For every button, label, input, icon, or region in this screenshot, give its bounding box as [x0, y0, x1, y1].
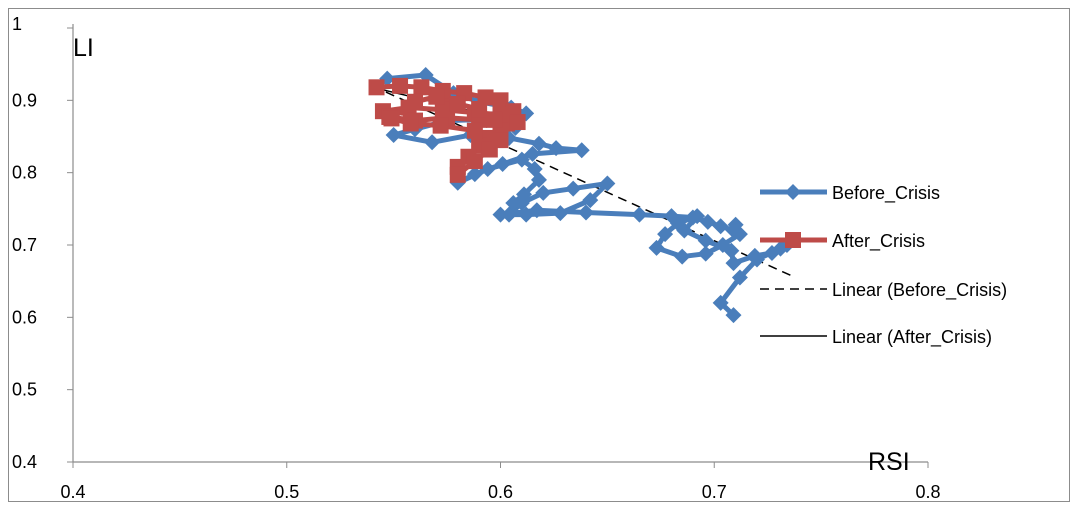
- data-point-before-crisis: [417, 67, 434, 84]
- data-point-before-crisis: [697, 232, 714, 249]
- data-point-before-crisis: [548, 140, 565, 157]
- axes: 0.4 0.5 0.6 0.7 0.8 0.4 0.5 0.6 0.7 0.8 0.9 1: [12, 14, 941, 502]
- data-point-after-crisis: [449, 95, 466, 112]
- chart-frame: [8, 8, 1070, 502]
- data-point-before-crisis: [689, 208, 706, 225]
- legend-item-after-crisis: After_Crisis: [760, 231, 925, 252]
- data-point-after-crisis: [368, 79, 385, 96]
- y-tick-label: 0.8: [12, 163, 37, 183]
- data-point-before-crisis: [631, 206, 648, 223]
- data-point-after-crisis: [471, 101, 488, 118]
- y-tick-label: 0.7: [12, 235, 37, 255]
- data-point-after-crisis: [449, 166, 466, 183]
- legend-label-linear-after-crisis: Linear (After_Crisis): [832, 327, 992, 348]
- data-point-before-crisis: [712, 218, 729, 235]
- data-point-before-crisis: [530, 171, 547, 188]
- data-point-after-crisis: [402, 115, 419, 132]
- series-after-crisis: [368, 77, 526, 183]
- data-point-after-crisis: [428, 88, 445, 105]
- x-tick-label: 0.7: [702, 482, 727, 502]
- data-point-before-crisis: [731, 269, 748, 286]
- data-point-before-crisis: [578, 204, 594, 221]
- data-point-after-crisis: [486, 111, 503, 128]
- x-axis-title: RSI: [868, 448, 910, 476]
- y-tick-label: 0.6: [12, 307, 37, 327]
- data-point-before-crisis: [657, 226, 674, 243]
- data-point-before-crisis: [501, 206, 518, 223]
- data-point-after-crisis: [407, 93, 423, 110]
- data-point-before-crisis: [731, 226, 748, 243]
- data-point-after-crisis: [413, 79, 430, 96]
- data-point-before-crisis: [582, 192, 599, 209]
- data-point-before-crisis: [648, 239, 665, 256]
- x-tick-label: 0.5: [274, 482, 299, 502]
- data-point-before-crisis: [528, 202, 545, 219]
- data-point-before-crisis: [479, 161, 496, 178]
- y-tick-label: 1: [12, 14, 22, 34]
- data-point-after-crisis: [492, 132, 509, 149]
- y-axis-title: LI: [73, 34, 94, 62]
- data-point-before-crisis: [697, 245, 714, 262]
- data-point-after-crisis: [392, 77, 409, 94]
- legend-label-linear-before-crisis: Linear (Before_Crisis): [832, 280, 1007, 301]
- data-point-after-crisis: [432, 117, 449, 134]
- data-point-before-crisis: [772, 240, 789, 257]
- series-layer: [368, 67, 795, 324]
- data-point-after-crisis: [466, 122, 483, 139]
- data-point-before-crisis: [530, 135, 547, 152]
- data-point-before-crisis: [424, 134, 441, 151]
- legend: Before_Crisis After_Crisis Linear (Before_…: [760, 183, 1007, 348]
- data-point-before-crisis: [552, 205, 569, 222]
- legend-marker-after-crisis: [785, 232, 801, 248]
- data-point-before-crisis: [492, 206, 509, 223]
- data-point-before-crisis: [535, 184, 552, 201]
- legend-item-linear-before-crisis: Linear (Before_Crisis): [760, 280, 1007, 301]
- data-point-before-crisis: [385, 127, 402, 144]
- x-tick-label: 0.4: [60, 482, 85, 502]
- data-point-before-crisis: [565, 180, 582, 197]
- x-tick-label: 0.8: [915, 482, 940, 502]
- data-point-after-crisis: [492, 92, 509, 109]
- data-point-before-crisis: [674, 248, 691, 265]
- legend-item-before-crisis: Before_Crisis: [760, 183, 940, 204]
- legend-item-linear-after-crisis: Linear (After_Crisis): [760, 327, 992, 348]
- x-tick-label: 0.6: [488, 482, 513, 502]
- data-point-before-crisis: [599, 175, 616, 192]
- data-point-before-crisis: [712, 294, 729, 311]
- data-point-before-crisis: [725, 255, 742, 272]
- data-point-before-crisis: [699, 213, 716, 230]
- data-point-before-crisis: [749, 251, 765, 268]
- data-point-before-crisis: [725, 307, 742, 324]
- data-point-after-crisis: [509, 114, 526, 131]
- data-point-before-crisis: [723, 242, 740, 259]
- data-point-before-crisis: [466, 166, 483, 183]
- data-point-before-crisis: [524, 145, 541, 162]
- data-point-before-crisis: [494, 155, 511, 172]
- legend-marker-before-crisis: [785, 184, 801, 200]
- legend-label-before-crisis: Before_Crisis: [832, 183, 940, 204]
- data-point-before-crisis: [676, 222, 693, 239]
- data-point-after-crisis: [383, 110, 400, 127]
- y-tick-label: 0.9: [12, 90, 37, 110]
- data-point-after-crisis: [466, 153, 483, 170]
- data-point-before-crisis: [513, 151, 530, 168]
- y-tick-label: 0.5: [12, 380, 37, 400]
- y-tick-label: 0.4: [12, 452, 37, 472]
- data-point-before-crisis: [573, 142, 590, 159]
- legend-label-after-crisis: After_Crisis: [832, 231, 925, 252]
